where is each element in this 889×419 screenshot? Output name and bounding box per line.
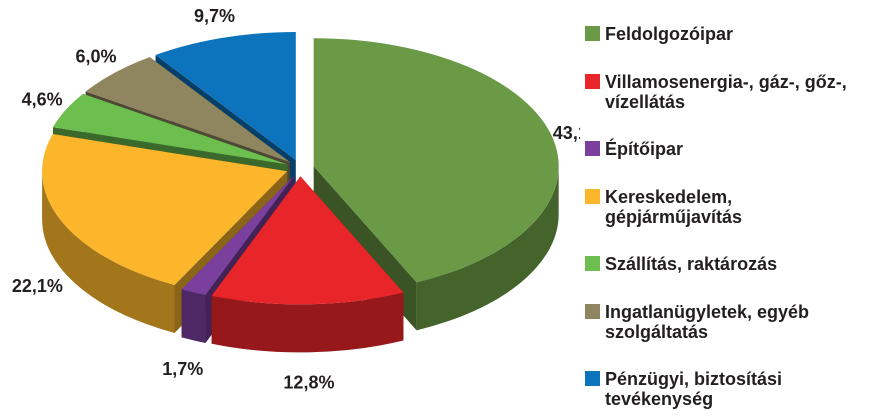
legend-label: Szállítás, raktározás [605,254,778,274]
legend-swatch [585,141,600,156]
legend-item: Pénzügyi, biztosítási tevékenység [585,369,880,409]
legend-swatch [585,303,600,319]
slice-side [181,175,295,338]
data-label: 9,7% [194,6,235,26]
pie-area: 43,1% 12,8% 1,7% 22,1% 4,6% 6,0% 9,7% [12,6,604,393]
slice [313,38,559,283]
data-label: 22,1% [12,276,63,296]
legend-label: Építőipar [605,139,684,159]
data-label: 4,6% [22,89,63,109]
slice-wall [211,292,404,353]
legend-label: Villamosenergia-, gáz-, gőz-, vízellátás [605,71,847,112]
slice-wall [416,166,559,331]
data-label: 43,1% [553,123,580,143]
slice [52,93,288,165]
slice [181,175,295,295]
slice-wall [181,289,206,343]
legend: Feldolgozóipar Villamosenergia-, gáz-, gő… [585,24,880,409]
legend-swatch [585,256,600,271]
slice [42,134,288,285]
slice [85,57,290,163]
legend-item: Feldolgozóipar [585,24,880,44]
legend-label: Kereskedelem, gépjárműjavítás [605,186,743,227]
legend-swatch [585,73,600,89]
slice [155,31,296,160]
legend-swatch [585,371,600,386]
legend-item: Villamosenergia-, gáz-, gőz-, vízellátás [585,72,880,112]
legend-label: Feldolgozóipar [605,24,733,44]
data-label: 6,0% [75,46,116,66]
legend-item: Kereskedelem, gépjárműjavítás [585,187,880,227]
legend-item: Ingatlanügyletek, egyéb szolgáltatás [585,302,880,342]
data-label: 1,7% [162,359,203,379]
legend-label: Ingatlanügyletek, egyéb szolgáltatás [605,301,810,342]
data-label: 12,8% [283,373,334,393]
slice [211,176,404,305]
legend-swatch [585,188,600,204]
legend-item: Építőipar [585,139,880,159]
legend-swatch [585,26,600,41]
legend-label: Pénzügyi, biztosítási tevékenység [605,369,783,409]
legend-item: Szállítás, raktározás [585,254,880,274]
slice-wall [42,171,175,333]
